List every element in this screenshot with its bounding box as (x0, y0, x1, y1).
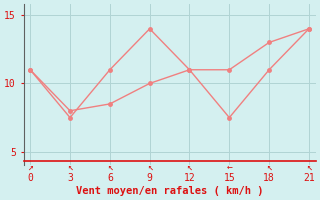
Text: ↖: ↖ (266, 162, 272, 172)
Text: ↖: ↖ (306, 162, 312, 172)
Text: ↖: ↖ (67, 162, 73, 172)
Text: ←: ← (226, 162, 232, 172)
Text: ↖: ↖ (187, 162, 192, 172)
Text: ↖: ↖ (147, 162, 153, 172)
Text: ↖: ↖ (107, 162, 113, 172)
Text: ↗: ↗ (27, 162, 33, 172)
X-axis label: Vent moyen/en rafales ( km/h ): Vent moyen/en rafales ( km/h ) (76, 186, 263, 196)
